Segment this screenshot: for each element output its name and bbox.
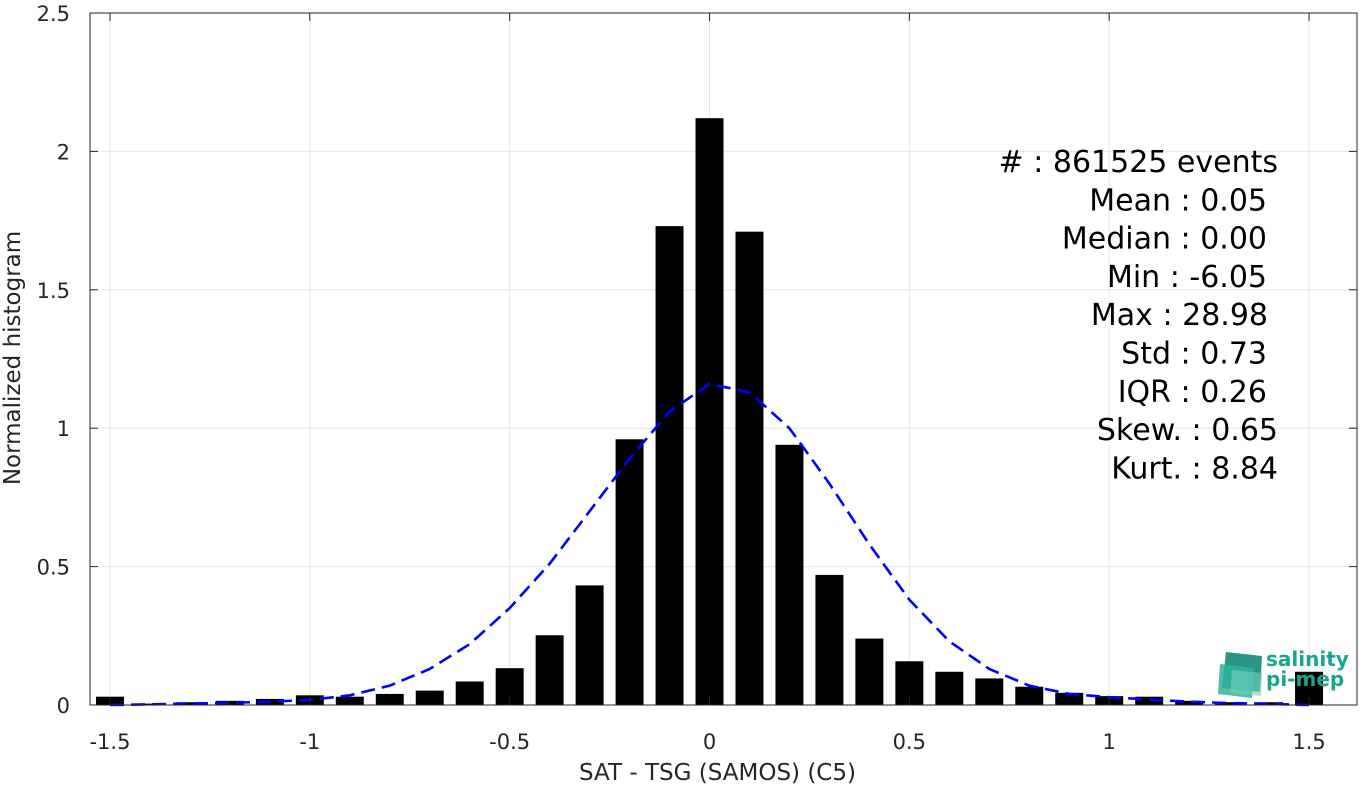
y-tick-label: 2.5 [37,2,70,26]
y-tick-label: 2 [57,140,70,164]
histogram-bar [775,444,804,705]
y-tick-label: 1.5 [37,279,70,303]
histogram-bar [695,118,724,705]
histogram-bar [615,439,644,705]
histogram-bar [135,703,164,705]
histogram-bar [215,700,244,705]
histogram-bar [1015,686,1044,705]
histogram-bar [1255,702,1284,705]
y-axis-label: Normalized histogram [0,231,26,485]
stat-line: Mean : 0.05 [1089,183,1267,218]
stat-line: Kurt. : 8.84 [1111,451,1278,486]
histogram-bar [855,638,884,705]
y-tick-label: 0.5 [37,556,70,580]
logo-line1: salinity [1266,647,1349,671]
histogram-bar [1055,692,1084,705]
stat-line: Min : -6.05 [1107,260,1267,295]
x-tick-label: -0.5 [489,730,530,754]
y-axis-ticks: 0 0.5 1 1.5 2 2.5 [37,2,1357,718]
plot-frame [89,12,1358,706]
logo-line2: pi-mep [1266,667,1344,691]
histogram-bar [175,702,204,705]
x-axis-label: SAT - TSG (SAMOS) (C5) [579,760,856,785]
histogram-bar [815,574,844,705]
histogram-bar [1135,696,1164,705]
histogram-bar [415,690,444,705]
histogram-bar [975,678,1004,705]
stat-line: Skew. : 0.65 [1097,413,1278,448]
histogram-bar [575,585,604,705]
stat-line: Std : 0.73 [1121,337,1267,372]
x-tick-label: 1 [1103,730,1116,754]
histogram-bars [95,118,1324,706]
histogram-bar [1175,700,1204,705]
x-tick-label: 0 [703,730,716,754]
histogram-bar [455,681,484,705]
histogram-bar [375,693,404,705]
salinity-pi-mep-logo: salinity pi-mep [1218,647,1349,698]
stat-line: Max : 28.98 [1091,298,1268,333]
x-axis-ticks: -1.5 -1 -0.5 0 0.5 1 1.5 [89,13,1326,754]
stat-line: # : 861525 events [999,145,1278,180]
y-tick-label: 0 [57,694,70,718]
stat-line: Median : 0.00 [1062,222,1267,257]
stat-line: IQR : 0.26 [1118,375,1267,410]
histogram-bar [335,696,364,705]
histogram-bar [655,226,684,706]
histogram-bar [735,231,764,705]
logo-mark-icon [1218,652,1262,698]
y-tick-label: 1 [57,417,70,441]
x-tick-label: 0.5 [893,730,926,754]
x-tick-label: 1.5 [1292,730,1325,754]
x-tick-label: -1 [299,730,320,754]
x-tick-label: -1.5 [89,730,130,754]
histogram-bar [935,671,964,705]
histogram-bar [535,635,564,705]
histogram-bar [1215,702,1244,705]
